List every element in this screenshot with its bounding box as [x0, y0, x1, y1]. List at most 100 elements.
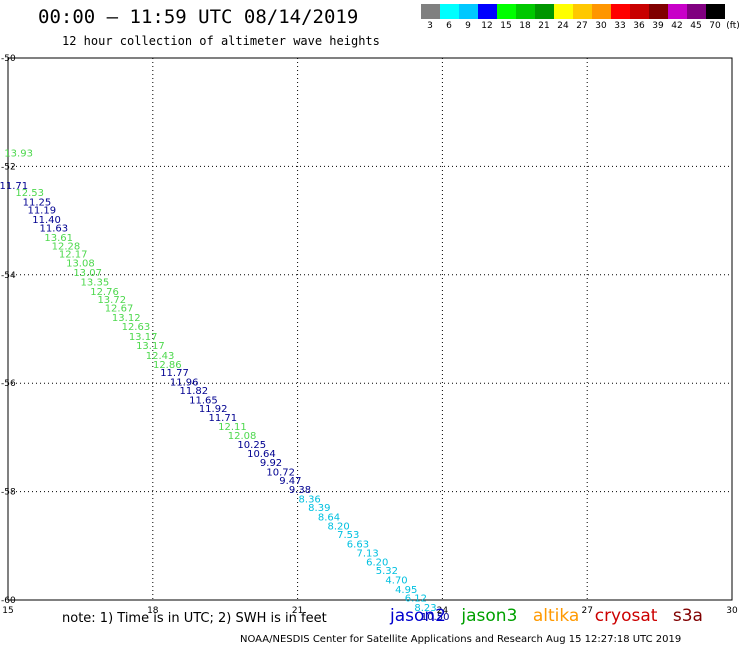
data-point-label: 11.96: [170, 377, 199, 388]
colorbar-tick-label: 39: [652, 21, 664, 31]
data-point-label: 13.61: [44, 233, 73, 244]
chart-subtitle: 12 hour collection of altimeter wave hei…: [62, 34, 380, 48]
colorbar-swatch: [706, 4, 725, 19]
x-tick-label: 30: [726, 606, 738, 616]
note-text: note: 1) Time is in UTC; 2) SWH is in fe…: [62, 611, 327, 626]
colorbar-tick-label: 12: [481, 21, 493, 31]
colorbar-tick-label: 6: [446, 21, 452, 31]
data-point-label: 13.12: [112, 313, 141, 324]
colorbar-swatch: [497, 4, 516, 19]
colorbar-tick-label: 18: [519, 21, 531, 31]
x-tick-label: 21: [292, 606, 303, 616]
data-point-label: 13.93: [4, 149, 33, 160]
data-point-label: 8.64: [318, 512, 340, 523]
y-tick-label: -50: [1, 54, 16, 64]
colorbar-tick-label: 30: [595, 21, 607, 31]
colorbar-tick-label: 9: [465, 21, 471, 31]
colorbar: [421, 4, 725, 19]
data-point-label: 7.13: [356, 549, 378, 560]
data-point-label: 12.53: [15, 188, 44, 199]
colorbar-tick-label: 15: [500, 21, 512, 31]
data-point-label: 12.86: [153, 360, 182, 371]
colorbar-tick-label: 21: [538, 21, 550, 31]
data-point-label: 12.76: [90, 287, 119, 298]
data-point-label: 11.82: [180, 386, 209, 397]
data-point-label: 13.17: [136, 341, 165, 352]
legend-altika: altika: [532, 606, 580, 626]
x-tick-label: 27: [581, 606, 592, 616]
data-point-label: 12.63: [122, 322, 151, 333]
data-point-label: 13.07: [73, 268, 102, 279]
colorbar-tick-label: 36: [633, 21, 645, 31]
y-tick-label: -60: [1, 596, 16, 606]
data-point-label: 8.36: [299, 494, 321, 505]
colorbar-swatch: [687, 4, 706, 19]
data-point-label: 7.53: [337, 530, 359, 541]
data-point-label: 11.92: [199, 404, 228, 415]
colorbar-swatch: [478, 4, 497, 19]
data-point-label: 11.40: [32, 215, 61, 226]
colorbar-tick-label: 3: [427, 21, 433, 31]
data-point-label: 5.32: [376, 566, 398, 577]
data-point-label: 11.19: [27, 206, 56, 217]
data-point-label: 8.20: [327, 522, 349, 533]
data-point-label: 9.92: [260, 458, 282, 469]
data-point-label: 4.70: [385, 576, 407, 587]
data-point-label: 13.72: [97, 295, 126, 306]
data-point-label: 4.95: [395, 585, 417, 596]
plot-frame: [7, 57, 733, 601]
colorbar-tick-label: 24: [557, 21, 569, 31]
data-point-label: 9.47: [279, 476, 301, 487]
data-point-label: 12.28: [52, 241, 81, 252]
colorbar-swatch: [573, 4, 592, 19]
y-tick-label: -56: [1, 379, 16, 389]
data-point-label: 12.67: [105, 304, 134, 315]
data-point-label: 13.17: [129, 332, 158, 343]
x-tick-label: 18: [147, 606, 159, 616]
colorbar-tick-label: 45: [690, 21, 702, 31]
data-point-label: 10.64: [247, 449, 276, 460]
colorbar-swatch: [535, 4, 554, 19]
data-point-label: 11.65: [189, 395, 218, 406]
data-point-label: 11.77: [160, 368, 189, 379]
colorbar-tick-label: 42: [671, 21, 683, 31]
colorbar-tick-label: 70: [709, 21, 721, 31]
legend-jason3: jason3: [461, 606, 518, 626]
data-point-label: 6.12: [405, 594, 427, 605]
colorbar-unit-label: (ft): [726, 21, 740, 31]
data-point-label: 8.23: [414, 603, 436, 614]
legend-s3a: s3a: [672, 606, 703, 626]
data-point-label: 11.71: [208, 413, 237, 424]
data-point-label: 10.25: [237, 440, 266, 451]
satellite-legend: jason2 jason3 altika cryosat s3a: [390, 606, 713, 626]
colorbar-tick-label: 33: [614, 21, 626, 31]
data-point-label: 13.35: [81, 278, 110, 289]
colorbar-swatch: [649, 4, 668, 19]
colorbar-swatch: [554, 4, 573, 19]
legend-cryosat: cryosat: [594, 606, 658, 626]
x-tick-label: 24: [437, 606, 449, 616]
legend-jason2: jason2: [390, 606, 446, 626]
data-point-label: 11.71: [0, 181, 28, 192]
colorbar-swatch: [440, 4, 459, 19]
data-point-label: 12.11: [218, 422, 247, 433]
data-point-label: 10.50: [421, 612, 450, 623]
colorbar-swatch: [421, 4, 440, 19]
colorbar-swatch: [592, 4, 611, 19]
colorbar-swatch: [668, 4, 687, 19]
data-point-label: 12.43: [146, 351, 175, 362]
footer-credit: NOAA/NESDIS Center for Satellite Applica…: [240, 634, 682, 645]
x-tick-label: 15: [2, 606, 13, 616]
colorbar-tick-label: 27: [576, 21, 588, 31]
data-point-label: 8.39: [308, 503, 330, 514]
y-tick-label: -52: [1, 162, 16, 172]
colorbar-swatch: [611, 4, 630, 19]
chart-title: 00:00 – 11:59 UTC 08/14/2019: [38, 6, 359, 28]
data-point-label: 11.25: [23, 197, 52, 208]
data-point-label: 6.63: [347, 539, 369, 550]
data-point-label: 12.17: [59, 249, 88, 260]
colorbar-swatch: [459, 4, 478, 19]
y-tick-label: -54: [1, 271, 16, 281]
data-point-label: 12.08: [228, 431, 257, 442]
